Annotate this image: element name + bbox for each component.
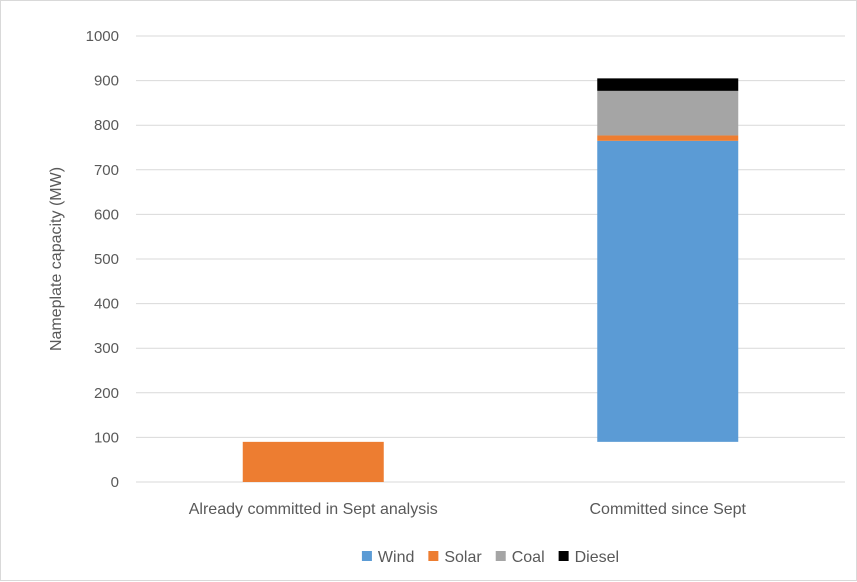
- y-tick-label: 400: [94, 296, 119, 313]
- y-tick-label: 900: [94, 73, 119, 90]
- y-axis-title: Nameplate capacity (MW): [48, 167, 65, 351]
- y-tick-label: 800: [94, 117, 119, 134]
- bar-segment-wind: [597, 140, 739, 442]
- legend-label-coal: Coal: [512, 549, 545, 566]
- legend-swatch-solar: [428, 551, 439, 561]
- x-category-label: Committed since Sept: [589, 501, 746, 518]
- legend: Wind Solar Coal Diesel: [361, 549, 619, 566]
- x-category-label: Already committed in Sept analysis: [189, 501, 438, 518]
- y-tick-label: 1000: [86, 28, 119, 45]
- y-tick-label: 700: [94, 162, 119, 179]
- legend-label-diesel: Diesel: [575, 549, 619, 566]
- x-category-labels: Already committed in Sept analysis Commit…: [189, 501, 747, 518]
- bar-segment-solar: [597, 135, 739, 141]
- y-tick-label: 600: [94, 206, 119, 223]
- legend-swatch-wind: [361, 551, 372, 561]
- y-tick-labels: 0 100 200 300 400 500 600 700 800 900 1000: [86, 28, 119, 491]
- y-tick-label: 0: [111, 474, 119, 491]
- bar-segment-coal: [597, 90, 739, 136]
- y-tick-label: 500: [94, 251, 119, 268]
- bar-segment-solar: [242, 441, 384, 482]
- y-tick-label: 300: [94, 340, 119, 357]
- legend-label-solar: Solar: [444, 549, 482, 566]
- legend-swatch-diesel: [558, 551, 569, 561]
- legend-label-wind: Wind: [378, 549, 414, 566]
- bar-segment-diesel: [597, 78, 739, 91]
- bars: [242, 78, 739, 482]
- gridlines: [136, 35, 845, 483]
- y-tick-label: 100: [94, 429, 119, 446]
- legend-swatch-coal: [495, 551, 506, 561]
- y-tick-label: 200: [94, 385, 119, 402]
